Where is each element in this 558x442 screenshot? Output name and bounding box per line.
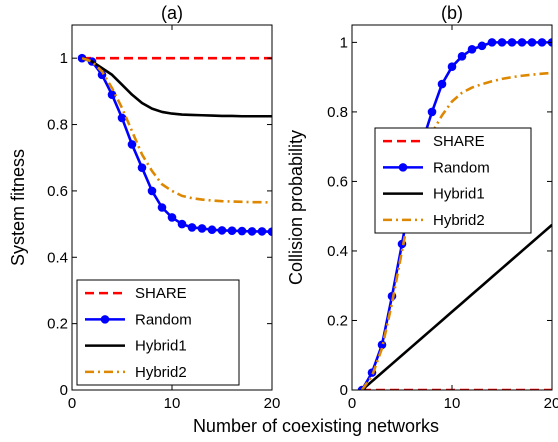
data-point-random <box>217 226 227 235</box>
plot-area <box>357 38 552 390</box>
data-point-random <box>247 227 257 236</box>
series-line-hybrid2 <box>81 56 272 204</box>
x-tick-label: 20 <box>544 395 558 412</box>
x-tick-label: 10 <box>164 395 181 412</box>
panel-title: (a) <box>161 3 183 23</box>
data-point-random <box>377 340 387 350</box>
data-point-random <box>527 38 537 47</box>
data-point-random <box>187 223 197 232</box>
data-point-random <box>197 224 207 233</box>
y-tick-label: 0.6 <box>327 173 348 190</box>
legend-label-hybrid2: Hybrid2 <box>433 212 485 229</box>
data-point-random <box>167 213 177 222</box>
data-point-random <box>467 45 477 54</box>
x-tick-label: 10 <box>444 395 461 412</box>
data-point-random <box>437 79 447 89</box>
data-point-random <box>507 38 517 47</box>
y-axis-label: System fitness <box>8 149 28 266</box>
legend-label-share: SHARE <box>433 133 485 150</box>
y-tick-label: 0.8 <box>327 104 348 121</box>
data-point-random <box>267 227 272 237</box>
data-point-random <box>517 38 527 47</box>
shared-x-axis-label: Number of coexisting networks <box>193 416 439 436</box>
data-point-random <box>497 38 507 47</box>
legend-label-hybrid1: Hybrid1 <box>433 186 485 203</box>
legend-label-share: SHARE <box>135 285 187 302</box>
y-tick-label: 0.2 <box>47 316 68 333</box>
legend-label-hybrid1: Hybrid1 <box>135 338 187 355</box>
y-tick-label: 0.2 <box>327 312 348 329</box>
legend: SHARE Random Hybrid1 Hybrid2 <box>76 279 240 386</box>
data-point-random <box>207 225 217 235</box>
series-line-hybrid1 <box>81 56 272 118</box>
y-axis-label: Collision probability <box>286 130 306 285</box>
x-tick-label: 0 <box>348 395 356 412</box>
panel-a: 0 10 20 0 0.2 0.4 0.6 0.8 1 (a) System fitness SHAR… <box>8 3 280 412</box>
panel-b: 0 10 20 0 0.2 0.4 0.6 0.8 1 (b) Collision probabil… <box>286 3 558 412</box>
legend-label-random: Random <box>135 311 192 328</box>
data-point-random <box>227 226 237 236</box>
legend-label-hybrid2: Hybrid2 <box>135 364 187 381</box>
y-tick-label: 1 <box>340 34 348 51</box>
data-point-random <box>147 186 157 196</box>
data-point-random <box>237 226 247 236</box>
panel-title: (b) <box>441 3 463 23</box>
data-point-random <box>137 163 147 172</box>
x-tick-label: 0 <box>68 395 76 412</box>
legend-box <box>76 279 240 386</box>
legend-label-random: Random <box>433 159 490 176</box>
data-point-random <box>177 219 187 229</box>
data-point-random <box>157 203 167 212</box>
data-point-random <box>117 113 127 123</box>
series-line-hybrid2 <box>360 71 552 390</box>
series-line-hybrid1 <box>361 223 552 390</box>
data-point-random <box>537 38 547 47</box>
legend-marker-random <box>398 163 408 172</box>
legend-marker-random <box>100 315 110 324</box>
y-tick-label: 0 <box>60 382 68 399</box>
legend-box <box>374 127 532 234</box>
data-point-random <box>447 62 457 72</box>
y-tick-label: 0.6 <box>47 183 68 200</box>
data-point-random <box>107 90 117 99</box>
legend: SHARE Random Hybrid1 Hybrid2 <box>374 127 532 234</box>
x-tick-label: 20 <box>264 395 281 412</box>
data-point-random <box>457 51 467 61</box>
data-point-random <box>487 38 497 47</box>
y-tick-label: 0.4 <box>47 249 68 266</box>
data-point-random <box>427 107 437 117</box>
y-tick-label: 0 <box>340 382 348 399</box>
y-tick-label: 0.8 <box>47 117 68 134</box>
data-point-random <box>477 41 487 51</box>
data-point-random <box>257 227 267 236</box>
y-tick-label: 1 <box>60 50 68 67</box>
data-point-random <box>127 140 137 149</box>
plot-area <box>77 53 272 237</box>
y-tick-label: 0.4 <box>327 243 348 260</box>
